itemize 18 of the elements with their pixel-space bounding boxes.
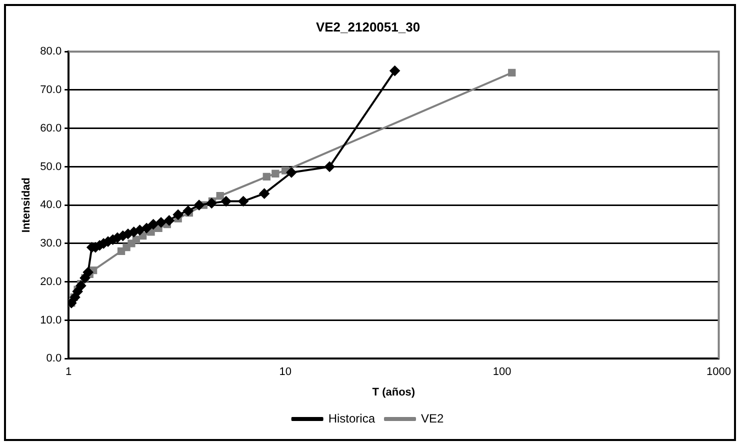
y-tick-label: 30.0	[40, 238, 62, 250]
y-tick-label: 70.0	[40, 84, 62, 96]
y-tick-label: 80.0	[40, 46, 62, 58]
y-tick-label: 40.0	[40, 199, 62, 212]
x-tick-label: 1000	[706, 366, 732, 378]
y-tick-label: 10.0	[40, 314, 62, 326]
y-tick-label: 60.0	[40, 122, 62, 134]
legend-label: VE2	[420, 411, 444, 426]
x-axis-title: T (años)	[372, 386, 416, 398]
chart-title: VE2_2120051_30	[316, 19, 420, 34]
x-tick-label: 1	[66, 366, 72, 378]
x-tick-label: 100	[492, 366, 512, 378]
y-axis-title: Intensidad	[20, 178, 33, 233]
y-tick-label: 20.0	[40, 276, 62, 288]
legend-label: Historica	[328, 411, 376, 426]
y-tick-label: 50.0	[40, 160, 62, 173]
y-tick-label: 0.0	[46, 352, 62, 365]
x-tick-label: 10	[279, 366, 292, 378]
